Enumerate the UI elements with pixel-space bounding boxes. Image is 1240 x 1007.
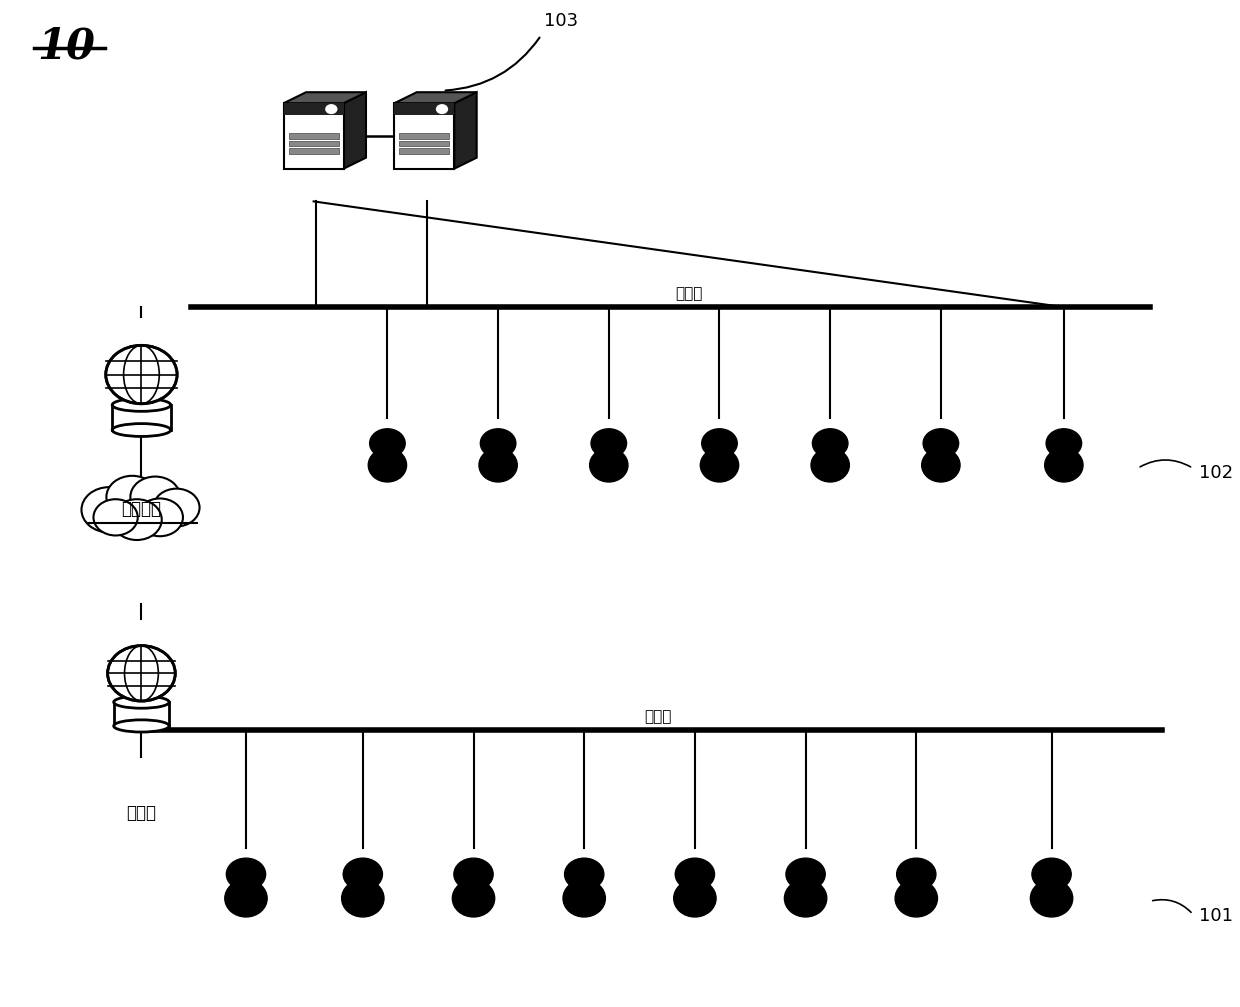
Polygon shape <box>284 104 343 115</box>
Ellipse shape <box>590 448 627 482</box>
Text: 路由器: 路由器 <box>126 804 156 822</box>
Polygon shape <box>394 93 476 104</box>
Circle shape <box>343 858 382 890</box>
Ellipse shape <box>895 880 937 917</box>
Polygon shape <box>284 93 366 104</box>
Ellipse shape <box>114 696 169 708</box>
Circle shape <box>454 858 494 890</box>
Circle shape <box>154 488 200 527</box>
Ellipse shape <box>114 720 169 732</box>
Ellipse shape <box>112 399 171 411</box>
Circle shape <box>105 345 177 404</box>
Circle shape <box>93 499 138 536</box>
Text: 公司内网: 公司内网 <box>122 499 161 518</box>
Polygon shape <box>289 148 339 154</box>
Circle shape <box>676 858 714 890</box>
Ellipse shape <box>224 880 267 917</box>
Circle shape <box>370 429 405 458</box>
Circle shape <box>480 429 516 458</box>
Circle shape <box>227 858 265 890</box>
Polygon shape <box>112 405 171 430</box>
Circle shape <box>702 429 738 458</box>
Ellipse shape <box>112 424 171 436</box>
Text: 局域网: 局域网 <box>645 709 672 724</box>
Text: 局域网: 局域网 <box>675 286 702 301</box>
Circle shape <box>1032 858 1071 890</box>
Polygon shape <box>343 93 366 168</box>
Ellipse shape <box>342 880 384 917</box>
Circle shape <box>130 476 180 518</box>
Circle shape <box>112 499 161 540</box>
Text: 102: 102 <box>1199 464 1234 482</box>
Text: 101: 101 <box>1199 907 1233 925</box>
Circle shape <box>108 645 175 701</box>
Ellipse shape <box>701 448 739 482</box>
Ellipse shape <box>563 880 605 917</box>
Polygon shape <box>394 104 454 115</box>
Circle shape <box>897 858 936 890</box>
Circle shape <box>435 104 448 114</box>
Circle shape <box>923 429 959 458</box>
Ellipse shape <box>1030 880 1073 917</box>
Circle shape <box>786 858 825 890</box>
Circle shape <box>107 476 157 519</box>
Circle shape <box>564 858 604 890</box>
Circle shape <box>812 429 848 458</box>
Text: 10: 10 <box>37 25 95 67</box>
Polygon shape <box>289 133 339 139</box>
Text: 103: 103 <box>543 12 578 30</box>
Circle shape <box>1047 429 1081 458</box>
Circle shape <box>136 498 184 536</box>
Circle shape <box>82 487 136 533</box>
Polygon shape <box>394 104 454 168</box>
Ellipse shape <box>479 448 517 482</box>
Ellipse shape <box>673 880 715 917</box>
Ellipse shape <box>921 448 960 482</box>
Ellipse shape <box>368 448 407 482</box>
Polygon shape <box>284 104 343 168</box>
Text: 路由器: 路由器 <box>126 514 156 532</box>
Ellipse shape <box>785 880 827 917</box>
Polygon shape <box>399 141 449 146</box>
Polygon shape <box>289 141 339 146</box>
Ellipse shape <box>811 448 849 482</box>
Polygon shape <box>114 702 169 726</box>
Ellipse shape <box>453 880 495 917</box>
Polygon shape <box>86 491 197 523</box>
Polygon shape <box>399 148 449 154</box>
Circle shape <box>325 104 337 114</box>
Polygon shape <box>399 133 449 139</box>
Ellipse shape <box>1045 448 1083 482</box>
Circle shape <box>591 429 626 458</box>
Polygon shape <box>454 93 476 168</box>
